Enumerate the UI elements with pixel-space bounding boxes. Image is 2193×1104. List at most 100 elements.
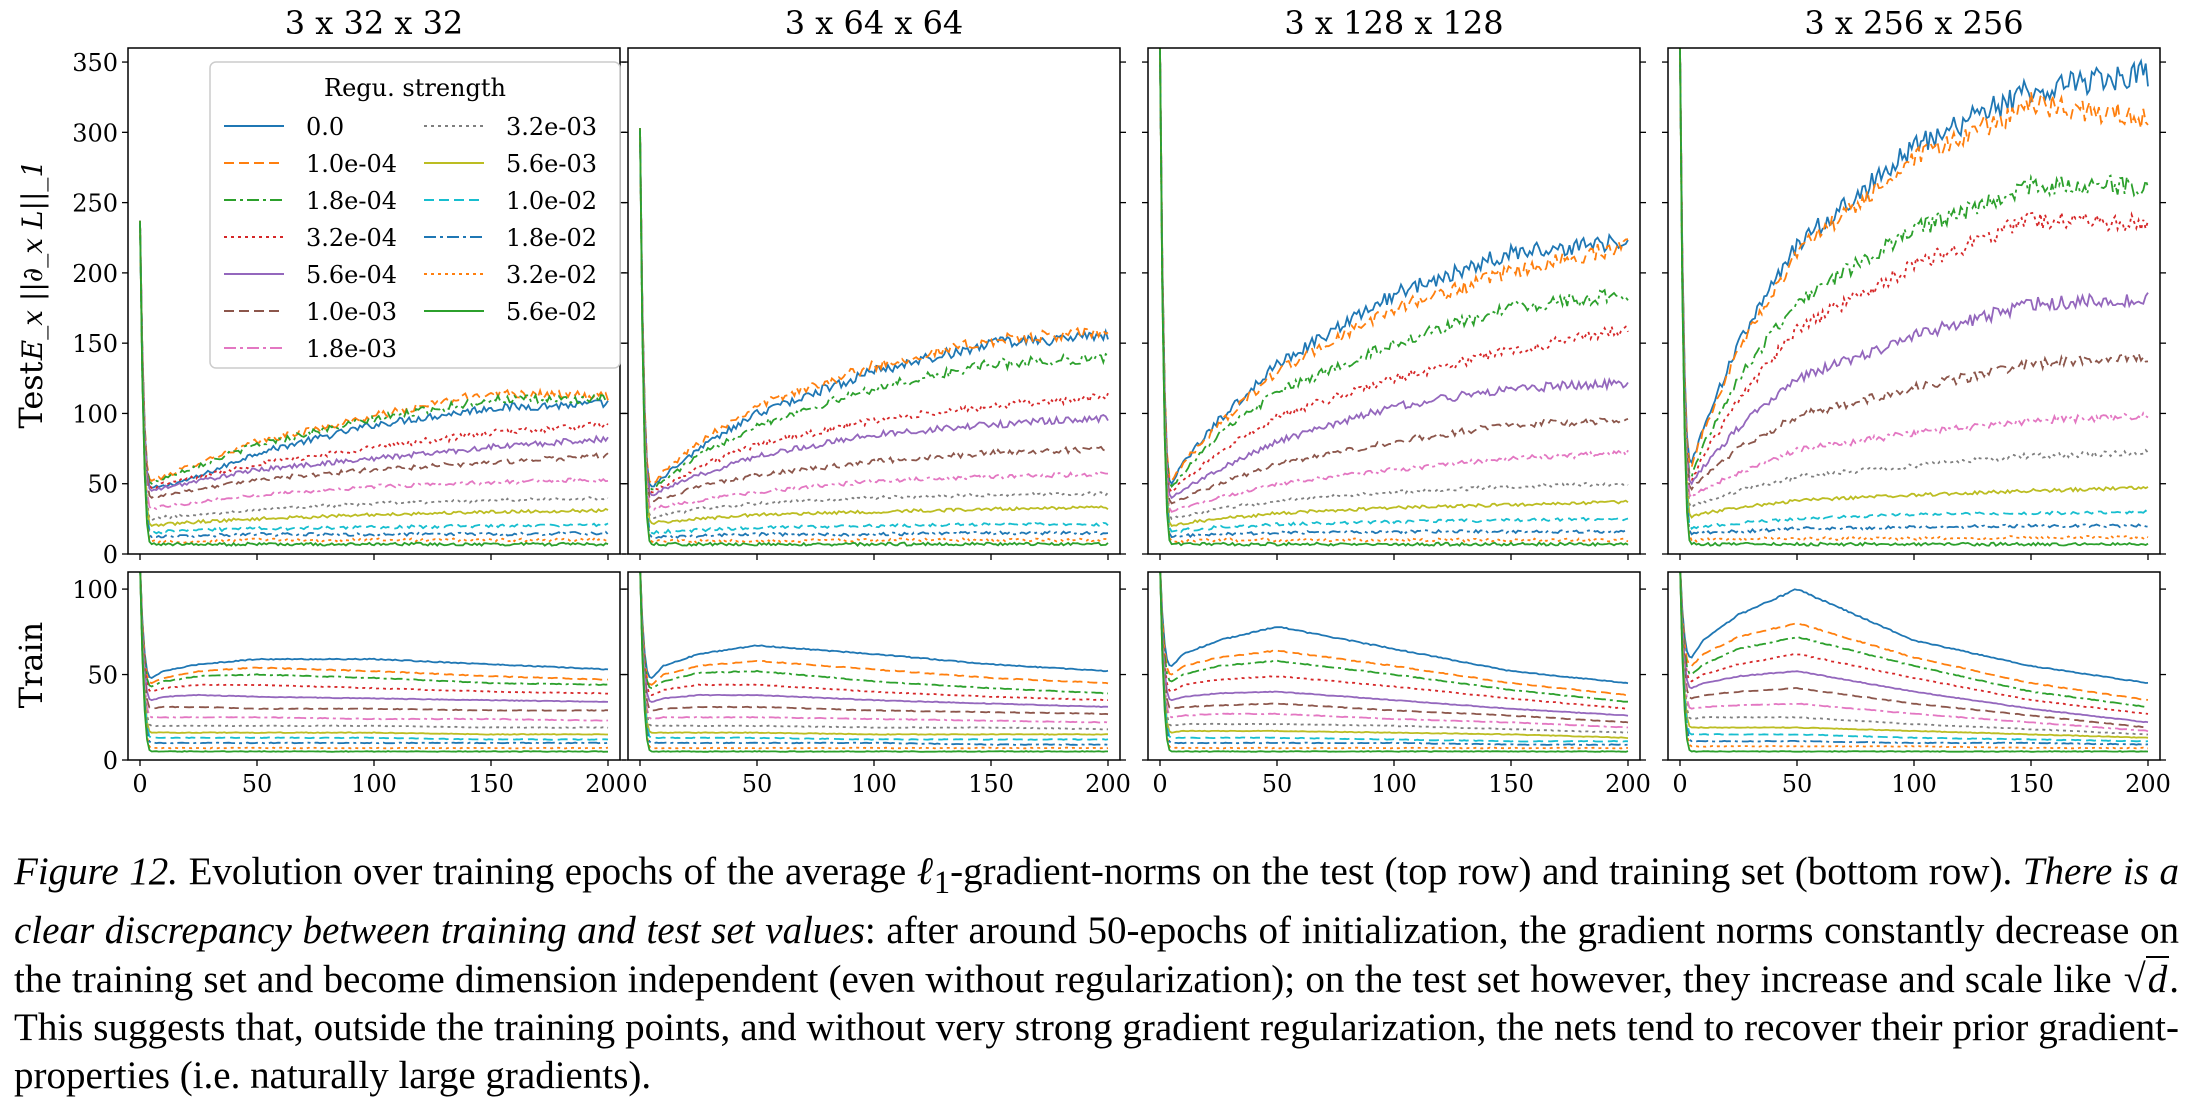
xtick-label: 0 bbox=[132, 770, 147, 798]
series-line bbox=[639, 572, 1109, 680]
series-line bbox=[1159, 48, 1629, 494]
ytick-label: 250 bbox=[72, 190, 118, 218]
legend-label: 1.8e-02 bbox=[506, 224, 597, 252]
series-line bbox=[639, 128, 1109, 491]
series-line bbox=[1679, 48, 2149, 547]
test-frame bbox=[1667, 47, 2161, 555]
test-lines bbox=[639, 128, 1109, 547]
legend-title: Regu. strength bbox=[324, 74, 506, 102]
panel-2: 3 x 128 x 128 0 50 100 150 200 bbox=[1142, 4, 1651, 798]
legend-label: 1.0e-02 bbox=[506, 187, 597, 215]
series-line bbox=[1679, 48, 2149, 531]
caption-text-2: -gradient-norms on the test (top row) an… bbox=[950, 850, 2023, 893]
series-line bbox=[639, 572, 1109, 741]
panel-title: 3 x 64 x 64 bbox=[785, 4, 964, 42]
series-line bbox=[1679, 48, 2149, 465]
series-line bbox=[1159, 48, 1629, 483]
series-line bbox=[639, 572, 1109, 746]
series-line bbox=[639, 128, 1109, 488]
series-line bbox=[639, 128, 1109, 497]
train-lines bbox=[1679, 572, 2149, 753]
figure-caption: Figure 12. Evolution over training epoch… bbox=[14, 848, 2179, 1100]
series-line bbox=[139, 572, 608, 753]
sqrt-symbol: √ bbox=[2123, 955, 2146, 1001]
xtick-label: 0 bbox=[1672, 770, 1687, 798]
series-line bbox=[139, 572, 609, 688]
series-line bbox=[1159, 48, 1629, 548]
train-axes-1: 0 50 100 150 200 bbox=[622, 571, 1131, 798]
series-line bbox=[1679, 572, 2149, 733]
xtick-label: 150 bbox=[2008, 770, 2054, 798]
series-line bbox=[139, 572, 609, 685]
series-line bbox=[1679, 572, 2149, 715]
series-line bbox=[1159, 48, 1629, 486]
series-line bbox=[139, 572, 609, 745]
series-line bbox=[139, 220, 609, 535]
series-line bbox=[139, 220, 609, 547]
series-line bbox=[1159, 48, 1629, 527]
legend-label: 1.0e-04 bbox=[306, 150, 397, 178]
panel-title: 3 x 128 x 128 bbox=[1284, 4, 1503, 42]
series-line bbox=[1159, 572, 1629, 729]
series-line bbox=[639, 128, 1109, 545]
train-frame bbox=[627, 571, 1121, 761]
series-line bbox=[1159, 572, 1629, 753]
series-line bbox=[1159, 572, 1629, 685]
xtick-label: 100 bbox=[1891, 770, 1937, 798]
legend-label: 5.6e-03 bbox=[506, 150, 597, 178]
caption-label: Figure 12. bbox=[14, 850, 179, 893]
series-line bbox=[1679, 572, 2149, 701]
xtick-label: 150 bbox=[468, 770, 514, 798]
xtick-label: 100 bbox=[351, 770, 397, 798]
panel-title: 3 x 256 x 256 bbox=[1804, 4, 2023, 42]
ylabel-test: Test bbox=[12, 361, 50, 428]
panel-1: 3 x 64 x 64 0 50 100 150 200 bbox=[622, 4, 1131, 798]
series-line bbox=[1679, 572, 2149, 743]
series-line bbox=[639, 572, 1108, 731]
ytick-label: 0 bbox=[103, 747, 118, 775]
legend-box bbox=[209, 61, 621, 369]
panels: 3 x 32 x 32 0 50 100 150 200 250 300 350 0 50 100 0 5… bbox=[72, 4, 2171, 798]
ytick-label: 300 bbox=[72, 119, 118, 147]
series-line bbox=[1679, 48, 2149, 483]
sqrt-radicand: d bbox=[2145, 955, 2170, 1001]
series-line bbox=[139, 572, 608, 695]
series-line bbox=[1679, 48, 2149, 479]
y-axis-labels: Test E_x ||∂_x L||_1 Train bbox=[12, 160, 50, 709]
series-line bbox=[639, 128, 1109, 526]
legend: Regu. strength 0.0 1.0e-04 1.8e-04 3.2e-04 5.… bbox=[209, 61, 621, 369]
xtick-label: 100 bbox=[851, 770, 897, 798]
test-lines bbox=[139, 220, 609, 547]
series-line bbox=[139, 572, 609, 680]
legend-label: 1.8e-03 bbox=[306, 335, 397, 363]
xtick-label: 50 bbox=[242, 770, 273, 798]
series-line bbox=[639, 572, 1108, 753]
series-line bbox=[639, 572, 1108, 736]
series-line bbox=[1679, 48, 2149, 543]
series-line bbox=[1679, 572, 2149, 709]
series-line bbox=[1679, 48, 2149, 519]
legend-label: 1.0e-03 bbox=[306, 298, 397, 326]
series-line bbox=[1159, 572, 1628, 734]
series-line bbox=[639, 128, 1108, 511]
series-line bbox=[1679, 572, 2149, 729]
test-lines bbox=[1679, 48, 2149, 547]
series-line bbox=[1159, 572, 1629, 724]
xtick-label: 200 bbox=[2125, 770, 2171, 798]
series-line bbox=[639, 128, 1109, 494]
series-line bbox=[639, 572, 1109, 695]
series-line bbox=[639, 572, 1109, 709]
train-lines bbox=[639, 572, 1109, 753]
train-axes-2: 0 50 100 150 200 bbox=[1142, 571, 1651, 798]
xtick-label: 150 bbox=[1488, 770, 1534, 798]
series-line bbox=[1159, 572, 1629, 739]
series-line bbox=[639, 128, 1109, 520]
series-line bbox=[139, 572, 609, 750]
train-axes-0: 0 50 100 0 50 100 150 200 bbox=[72, 571, 631, 798]
train-lines bbox=[1159, 572, 1629, 753]
series-line bbox=[639, 128, 1109, 540]
series-line bbox=[1159, 48, 1629, 534]
series-line bbox=[139, 572, 609, 741]
caption-text-4: . This suggests that, outside the traini… bbox=[14, 957, 2179, 1097]
series-line bbox=[1159, 572, 1629, 750]
